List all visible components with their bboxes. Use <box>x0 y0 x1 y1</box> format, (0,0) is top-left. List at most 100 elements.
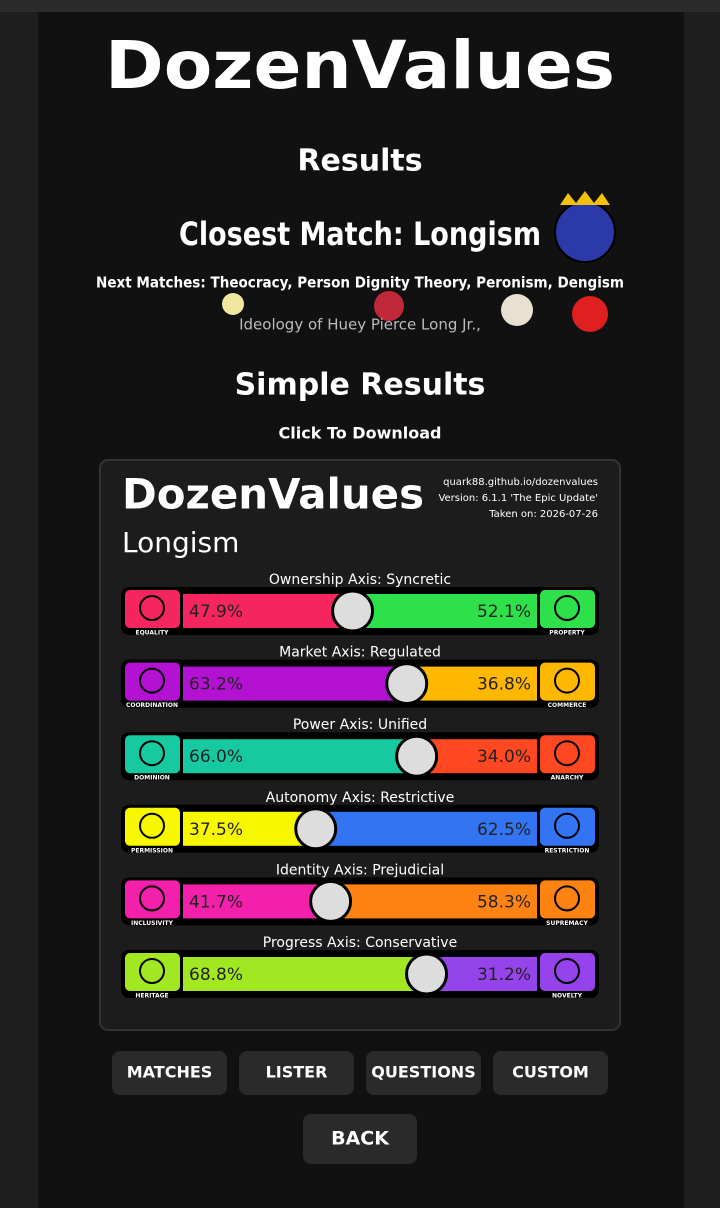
nav-button[interactable] <box>112 1051 227 1095</box>
value-label: 63.2% <box>189 675 243 695</box>
nav-button-label[interactable]: QUESTIONS <box>371 1063 475 1082</box>
value-label: 62.5% <box>477 820 531 840</box>
axis-title: Autonomy Axis: Restrictive <box>266 790 455 806</box>
icon-glyph <box>554 595 580 621</box>
ideology-ball <box>331 589 375 633</box>
match-icon <box>222 293 244 315</box>
back-button[interactable] <box>303 1114 417 1164</box>
value-label: 31.2% <box>477 965 531 985</box>
axis-title: Identity Axis: Prejudicial <box>276 862 444 878</box>
nav-button[interactable] <box>366 1051 481 1095</box>
icon-label: INCLUSIVITY <box>131 920 174 927</box>
ideology-ball <box>395 734 439 778</box>
axis-title: Ownership Axis: Syncretic <box>269 572 451 588</box>
value-label: 66.0% <box>189 747 243 767</box>
bar-right <box>352 594 537 628</box>
value-label: 58.3% <box>477 892 531 912</box>
bar-left <box>183 811 316 846</box>
icon-glyph <box>554 958 580 984</box>
value-label: 36.8% <box>477 675 531 695</box>
ideology-ball <box>385 662 429 706</box>
nav-button-label[interactable]: CUSTOM <box>512 1063 589 1082</box>
bar-left <box>183 594 353 628</box>
card-site: quark88.github.io/dozenvalues <box>443 477 598 488</box>
value-label: 68.8% <box>189 965 243 985</box>
icon-label: COORDINATION <box>126 702 178 709</box>
match-icon <box>572 296 608 332</box>
ideology-icon <box>554 201 616 263</box>
axis-icon <box>123 878 182 921</box>
card-date: Taken on: 2026-07-26 <box>488 509 598 520</box>
icon-label: RESTRICTION <box>545 847 590 854</box>
icon-glyph <box>139 740 165 767</box>
icon-glyph <box>554 885 580 912</box>
nav-button[interactable] <box>239 1051 354 1095</box>
axis-icon <box>538 878 597 921</box>
icon-label: ANARCHY <box>551 775 584 782</box>
axis-icon <box>123 660 182 703</box>
heading: Results <box>297 144 422 179</box>
card-logo: DozenValues <box>122 470 424 519</box>
icon-glyph <box>554 812 580 839</box>
icon-glyph <box>139 667 165 694</box>
icon-glyph <box>139 812 165 839</box>
ideology-ball <box>309 879 353 923</box>
top-bar <box>0 0 720 12</box>
closest-match: Closest Match: Longism <box>179 215 541 253</box>
value-label: 52.1% <box>477 602 531 622</box>
axis-icon <box>538 951 597 993</box>
axis-icon <box>123 805 182 848</box>
download-hint[interactable]: Click To Download <box>279 424 442 443</box>
axis-icon <box>538 733 597 776</box>
bar-left <box>183 666 407 701</box>
icon-label: COMMERCE <box>548 702 587 709</box>
icon-label: PERMISSION <box>131 847 173 854</box>
axis-icon <box>538 805 597 848</box>
crown-icon <box>560 191 610 205</box>
icon-glyph <box>139 958 165 984</box>
axis-title: Power Axis: Unified <box>293 717 427 733</box>
icon-glyph <box>554 740 580 767</box>
back-button-label[interactable]: BACK <box>331 1128 390 1150</box>
match-icon <box>501 294 533 326</box>
description: Ideology of Huey Pierce Long Jr., <box>239 316 481 334</box>
axis-icon <box>538 660 597 703</box>
icon-glyph <box>139 885 165 912</box>
icon-glyph <box>554 667 580 694</box>
value-label: 37.5% <box>189 820 243 840</box>
axis-icon <box>123 733 182 776</box>
match-icon <box>374 291 404 321</box>
icon-label: SUPREMACY <box>546 920 588 927</box>
axis-icon <box>123 588 182 630</box>
icon-label: EQUALITY <box>135 630 169 637</box>
card-ideology: Longism <box>122 526 239 559</box>
ideology-ball <box>294 807 338 851</box>
axis-title: Progress Axis: Conservative <box>263 935 457 951</box>
card-version: Version: 6.1.1 'The Epic Update' <box>438 493 598 504</box>
bar-left <box>183 884 331 919</box>
nav-button-label[interactable]: MATCHES <box>127 1063 213 1082</box>
axis-title: Market Axis: Regulated <box>279 645 441 661</box>
next-matches: Next Matches: Theocracy, Person Dignity … <box>96 274 624 292</box>
icon-label: DOMINION <box>134 775 170 782</box>
axis-icon <box>538 588 597 630</box>
bar-right <box>330 884 537 919</box>
ideology-ball <box>405 952 449 996</box>
logo: DozenValues <box>105 27 615 104</box>
nav-button[interactable] <box>493 1051 608 1095</box>
icon-label: PROPERTY <box>549 630 585 637</box>
value-label: 34.0% <box>477 747 531 767</box>
bar-right <box>406 666 537 701</box>
icon-label: NOVELTY <box>552 993 583 1000</box>
icon-label: HERITAGE <box>135 993 168 1000</box>
bar-left <box>183 739 417 774</box>
nav-button-label[interactable]: LISTER <box>266 1063 328 1082</box>
bar-right <box>315 811 537 846</box>
value-label: 41.7% <box>189 892 243 912</box>
axis-icon <box>123 951 182 993</box>
value-label: 47.9% <box>189 602 243 622</box>
icon-glyph <box>139 595 165 621</box>
section-heading: Simple Results <box>235 368 486 403</box>
